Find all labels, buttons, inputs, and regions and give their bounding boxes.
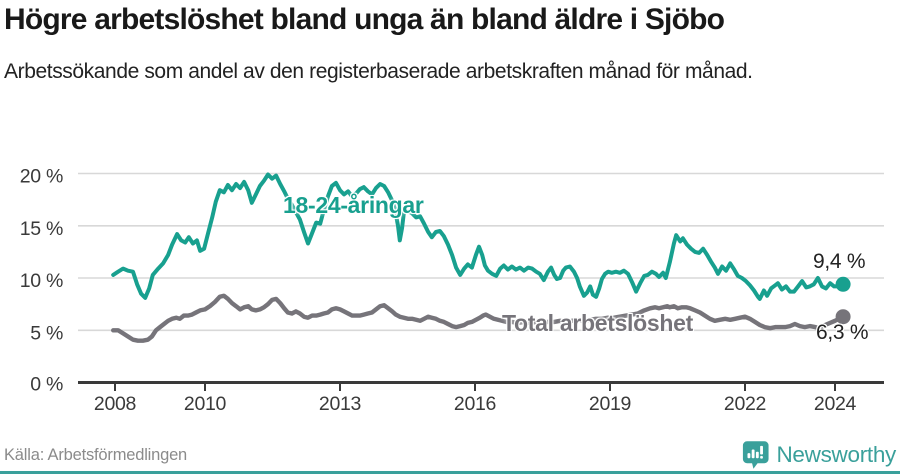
gridlines [78, 172, 884, 332]
bottom-accent-bar [0, 471, 900, 474]
x-tick-label-2022: 2022 [724, 393, 766, 415]
x-tick-label-2013: 2013 [319, 393, 361, 415]
series-label-youth: 18-24-åringar [283, 192, 424, 218]
source-note: Källa: Arbetsförmedlingen [4, 446, 188, 464]
x-tick-label-2024: 2024 [814, 393, 857, 415]
page-title: Högre arbetslöshet bland unga än bland ä… [4, 3, 725, 36]
y-axis-labels: 20 % 15 % 10 % 5 % 0 % [20, 166, 64, 396]
series-line-youth [111, 172, 846, 301]
newsworthy-icon [742, 441, 769, 469]
x-tick-label-2008: 2008 [94, 393, 136, 415]
x-axis-ticks [114, 384, 836, 391]
newsworthy-wordmark: Newsworthy [776, 442, 896, 467]
end-value-label-total: 6,3 % [816, 321, 869, 344]
x-axis-labels: 2008 2010 2013 2016 2019 2022 2024 [94, 393, 857, 415]
series-line-total [110, 293, 846, 343]
chart-subtitle: Arbetssökande som andel av den registerb… [4, 60, 753, 83]
end-value-label-youth: 9,4 % [813, 250, 866, 273]
series-end-dot-total [835, 309, 851, 325]
y-tick-label-10: 10 % [20, 270, 63, 292]
series-end-dot-youth [835, 276, 851, 292]
x-tick-label-2016: 2016 [454, 393, 496, 415]
speech-bubble-shape [742, 441, 769, 469]
bar-chart-glyph [747, 445, 763, 459]
y-tick-label-15: 15 % [20, 218, 63, 240]
y-tick-label-0: 0 % [30, 374, 63, 396]
x-tick-label-2010: 2010 [184, 393, 227, 415]
series-label-total: Total arbetslöshet [502, 310, 693, 336]
y-tick-label-5: 5 % [30, 322, 63, 344]
y-tick-label-20: 20 % [20, 166, 63, 188]
x-tick-label-2019: 2019 [589, 393, 631, 415]
newsworthy-logo: Newsworthy [742, 439, 896, 471]
